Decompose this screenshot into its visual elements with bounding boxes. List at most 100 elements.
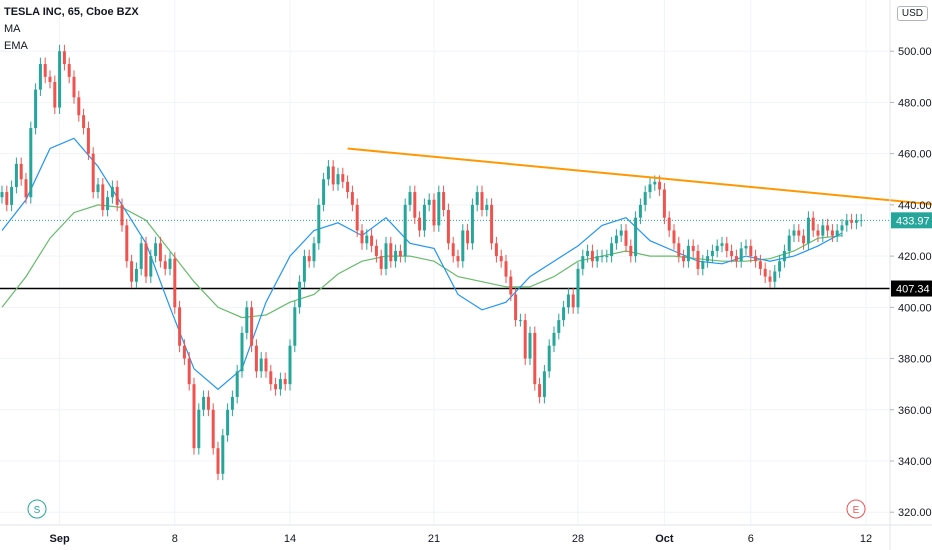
candle-body bbox=[77, 97, 81, 116]
candle-body bbox=[634, 217, 638, 257]
candle-body bbox=[691, 245, 695, 251]
candle-body bbox=[408, 192, 412, 205]
candle-body bbox=[91, 153, 95, 193]
candle-body bbox=[758, 261, 762, 269]
candle-body bbox=[514, 294, 518, 321]
candle-body bbox=[830, 230, 834, 236]
candle-body bbox=[173, 258, 177, 308]
candle-body bbox=[576, 268, 580, 308]
candle-body bbox=[494, 243, 498, 257]
candle-body bbox=[677, 243, 681, 257]
candle-body bbox=[134, 268, 138, 282]
time-tick-label: 12 bbox=[860, 533, 872, 545]
candle-body bbox=[456, 256, 460, 262]
candle-body bbox=[826, 225, 830, 231]
candle-body bbox=[115, 186, 119, 205]
candle-body bbox=[629, 245, 633, 257]
candle-body bbox=[485, 204, 489, 210]
symbol-title[interactable]: TESLA INC, 65, Cboe BZX bbox=[4, 6, 139, 18]
candle-body bbox=[706, 256, 710, 262]
candle-body bbox=[715, 245, 719, 251]
candle-body bbox=[389, 243, 393, 262]
price-axis[interactable]: 500.00 480.00 460.00 440.00 420.00 400.00 380.… bbox=[889, 0, 932, 550]
candle-body bbox=[859, 220, 863, 222]
candle-body bbox=[610, 243, 614, 257]
candle-body bbox=[475, 192, 479, 205]
candle-body bbox=[754, 256, 758, 262]
candle-body bbox=[797, 230, 801, 236]
candle-body bbox=[374, 245, 378, 257]
price-tick-label: 380.00 bbox=[898, 354, 932, 366]
candle-body bbox=[72, 76, 76, 98]
candle-body bbox=[365, 235, 369, 244]
candle-body bbox=[490, 204, 494, 244]
candle-body bbox=[254, 345, 258, 372]
candle-body bbox=[197, 409, 201, 449]
candle-body bbox=[158, 243, 162, 262]
candle-body bbox=[787, 235, 791, 251]
candle-body bbox=[192, 384, 196, 449]
candle-body bbox=[293, 307, 297, 346]
candle-body bbox=[739, 248, 743, 262]
candle-body bbox=[178, 307, 182, 346]
candle-body bbox=[437, 192, 441, 226]
candle-body bbox=[283, 379, 287, 385]
candle-body bbox=[48, 76, 52, 82]
candle-body bbox=[120, 204, 124, 226]
candle-body bbox=[24, 179, 28, 198]
current-price-tag-label: 433.97 bbox=[896, 215, 930, 227]
candle-body bbox=[624, 230, 628, 246]
price-tick-label: 460.00 bbox=[898, 149, 932, 161]
candle-body bbox=[278, 379, 282, 390]
currency-button[interactable]: USD bbox=[896, 6, 928, 21]
candle-body bbox=[298, 281, 302, 308]
candle-body bbox=[547, 345, 551, 372]
candle-body bbox=[398, 250, 402, 257]
indicator-ma-label[interactable]: MA bbox=[4, 23, 21, 35]
candle-body bbox=[360, 230, 364, 244]
candle-body bbox=[518, 320, 522, 322]
candle-body bbox=[619, 230, 623, 236]
candle-body bbox=[749, 245, 753, 257]
candle-body bbox=[461, 230, 465, 262]
candle-body bbox=[840, 225, 844, 231]
time-axis[interactable]: Sep8142128Oct6121926 bbox=[0, 524, 932, 545]
candle-body bbox=[658, 181, 662, 190]
candle-body bbox=[538, 384, 542, 397]
candle-body bbox=[725, 243, 729, 251]
price-tick-label: 340.00 bbox=[898, 456, 932, 468]
candle-body bbox=[163, 261, 167, 269]
end-marker-circle bbox=[846, 499, 866, 519]
time-tick-label: 28 bbox=[572, 533, 584, 545]
candle-body bbox=[101, 184, 105, 210]
trendline-path bbox=[347, 147, 932, 206]
candle-body bbox=[710, 250, 714, 257]
trendline[interactable] bbox=[347, 147, 932, 226]
price-tick-label: 420.00 bbox=[898, 251, 932, 263]
indicator-ema-label[interactable]: EMA bbox=[4, 40, 28, 52]
candle-body bbox=[427, 199, 431, 205]
candle-body bbox=[850, 220, 854, 223]
candle-body bbox=[562, 307, 566, 321]
candle-body bbox=[571, 294, 575, 308]
candle-body bbox=[394, 250, 398, 262]
candle-body bbox=[182, 345, 186, 359]
end-marker-label: E bbox=[853, 505, 860, 516]
candle-body bbox=[168, 258, 172, 269]
candle-body bbox=[144, 243, 148, 277]
candle-body bbox=[835, 230, 839, 236]
candle-body bbox=[701, 261, 705, 269]
price-tick-label: 360.00 bbox=[898, 405, 932, 417]
current-price-tag-bg bbox=[891, 212, 932, 229]
candle-body bbox=[504, 261, 508, 277]
candle-body bbox=[667, 217, 671, 231]
candle-body bbox=[581, 256, 585, 269]
candle-body bbox=[38, 64, 42, 90]
candle-body bbox=[202, 396, 206, 410]
candle-body bbox=[350, 192, 354, 205]
candle-body bbox=[43, 64, 47, 77]
candle-body bbox=[86, 128, 90, 154]
